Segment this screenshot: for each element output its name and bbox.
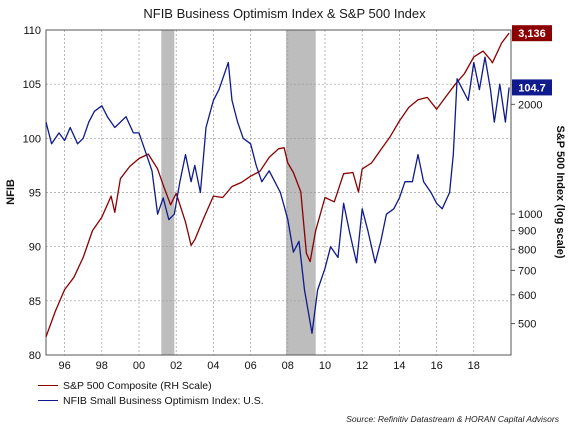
x-tick-label: 18 bbox=[468, 360, 480, 372]
left-tick-label: 85 bbox=[29, 296, 41, 308]
left-axis-ticks: 80 85 90 95 100 105 110 bbox=[23, 25, 41, 362]
plot-frame bbox=[45, 29, 512, 356]
right-tick-label: 2000 bbox=[518, 99, 542, 111]
left-tick-label: 95 bbox=[29, 188, 41, 200]
x-tick-label: 98 bbox=[96, 360, 108, 372]
x-tick-label: 10 bbox=[319, 360, 331, 372]
x-tick-label: 08 bbox=[282, 360, 294, 372]
x-tick-label: 04 bbox=[207, 360, 219, 372]
chart-title: NFIB Business Optimism Index & S&P 500 I… bbox=[143, 6, 426, 21]
legend: S&P 500 Composite (RH Scale) NFIB Small … bbox=[38, 378, 264, 408]
callout-label-sp500: 3,136 bbox=[518, 28, 546, 40]
x-tick-label: 96 bbox=[58, 360, 70, 372]
nfib-line bbox=[45, 56, 510, 334]
x-tick-label: 14 bbox=[393, 360, 405, 372]
x-tick-label: 02 bbox=[170, 360, 182, 372]
legend-item-nfib: NFIB Small Business Optimism Index: U.S. bbox=[38, 393, 264, 408]
right-tick-label: 1000 bbox=[518, 209, 542, 221]
x-tick-label: 12 bbox=[356, 360, 368, 372]
legend-label-sp500: S&P 500 Composite (RH Scale) bbox=[63, 379, 212, 392]
grid-lines bbox=[46, 30, 511, 355]
callouts: 3,136 104.7 bbox=[512, 25, 552, 96]
callout-label-nfib: 104.7 bbox=[518, 82, 546, 94]
callout-box-sp500 bbox=[512, 25, 552, 42]
right-tick-label: 500 bbox=[518, 319, 536, 331]
legend-item-sp500: S&P 500 Composite (RH Scale) bbox=[38, 378, 264, 393]
source-note: Source: Refinitiv Datastream & HORAN Cap… bbox=[346, 414, 559, 424]
right-axis-title: S&P 500 Index (log scale) bbox=[554, 125, 566, 258]
x-axis-ticks: 96 98 00 02 04 06 08 10 12 14 16 18 bbox=[58, 360, 479, 372]
legend-swatch-sp500 bbox=[38, 385, 58, 386]
x-tick-label: 16 bbox=[430, 360, 442, 372]
left-tick-label: 80 bbox=[29, 350, 41, 362]
left-tick-label: 105 bbox=[23, 79, 41, 91]
right-tick-label: 900 bbox=[518, 226, 536, 238]
legend-swatch-nfib bbox=[38, 400, 58, 401]
sp500-line bbox=[45, 32, 510, 338]
left-axis-title: NFIB bbox=[5, 179, 17, 205]
x-tick-label: 06 bbox=[244, 360, 256, 372]
right-tick-label: 700 bbox=[518, 265, 536, 277]
left-tick-label: 100 bbox=[23, 133, 41, 145]
callout-box-nfib bbox=[512, 79, 552, 96]
right-axis-ticks: 500 600 700 800 900 1000 2000 bbox=[511, 99, 542, 331]
right-tick-label: 800 bbox=[518, 244, 536, 256]
series-lines bbox=[45, 32, 510, 338]
x-tick-label: 00 bbox=[133, 360, 145, 372]
legend-label-nfib: NFIB Small Business Optimism Index: U.S. bbox=[63, 394, 264, 407]
left-tick-label: 110 bbox=[23, 25, 41, 37]
left-tick-label: 90 bbox=[29, 242, 41, 254]
right-tick-label: 600 bbox=[518, 290, 536, 302]
